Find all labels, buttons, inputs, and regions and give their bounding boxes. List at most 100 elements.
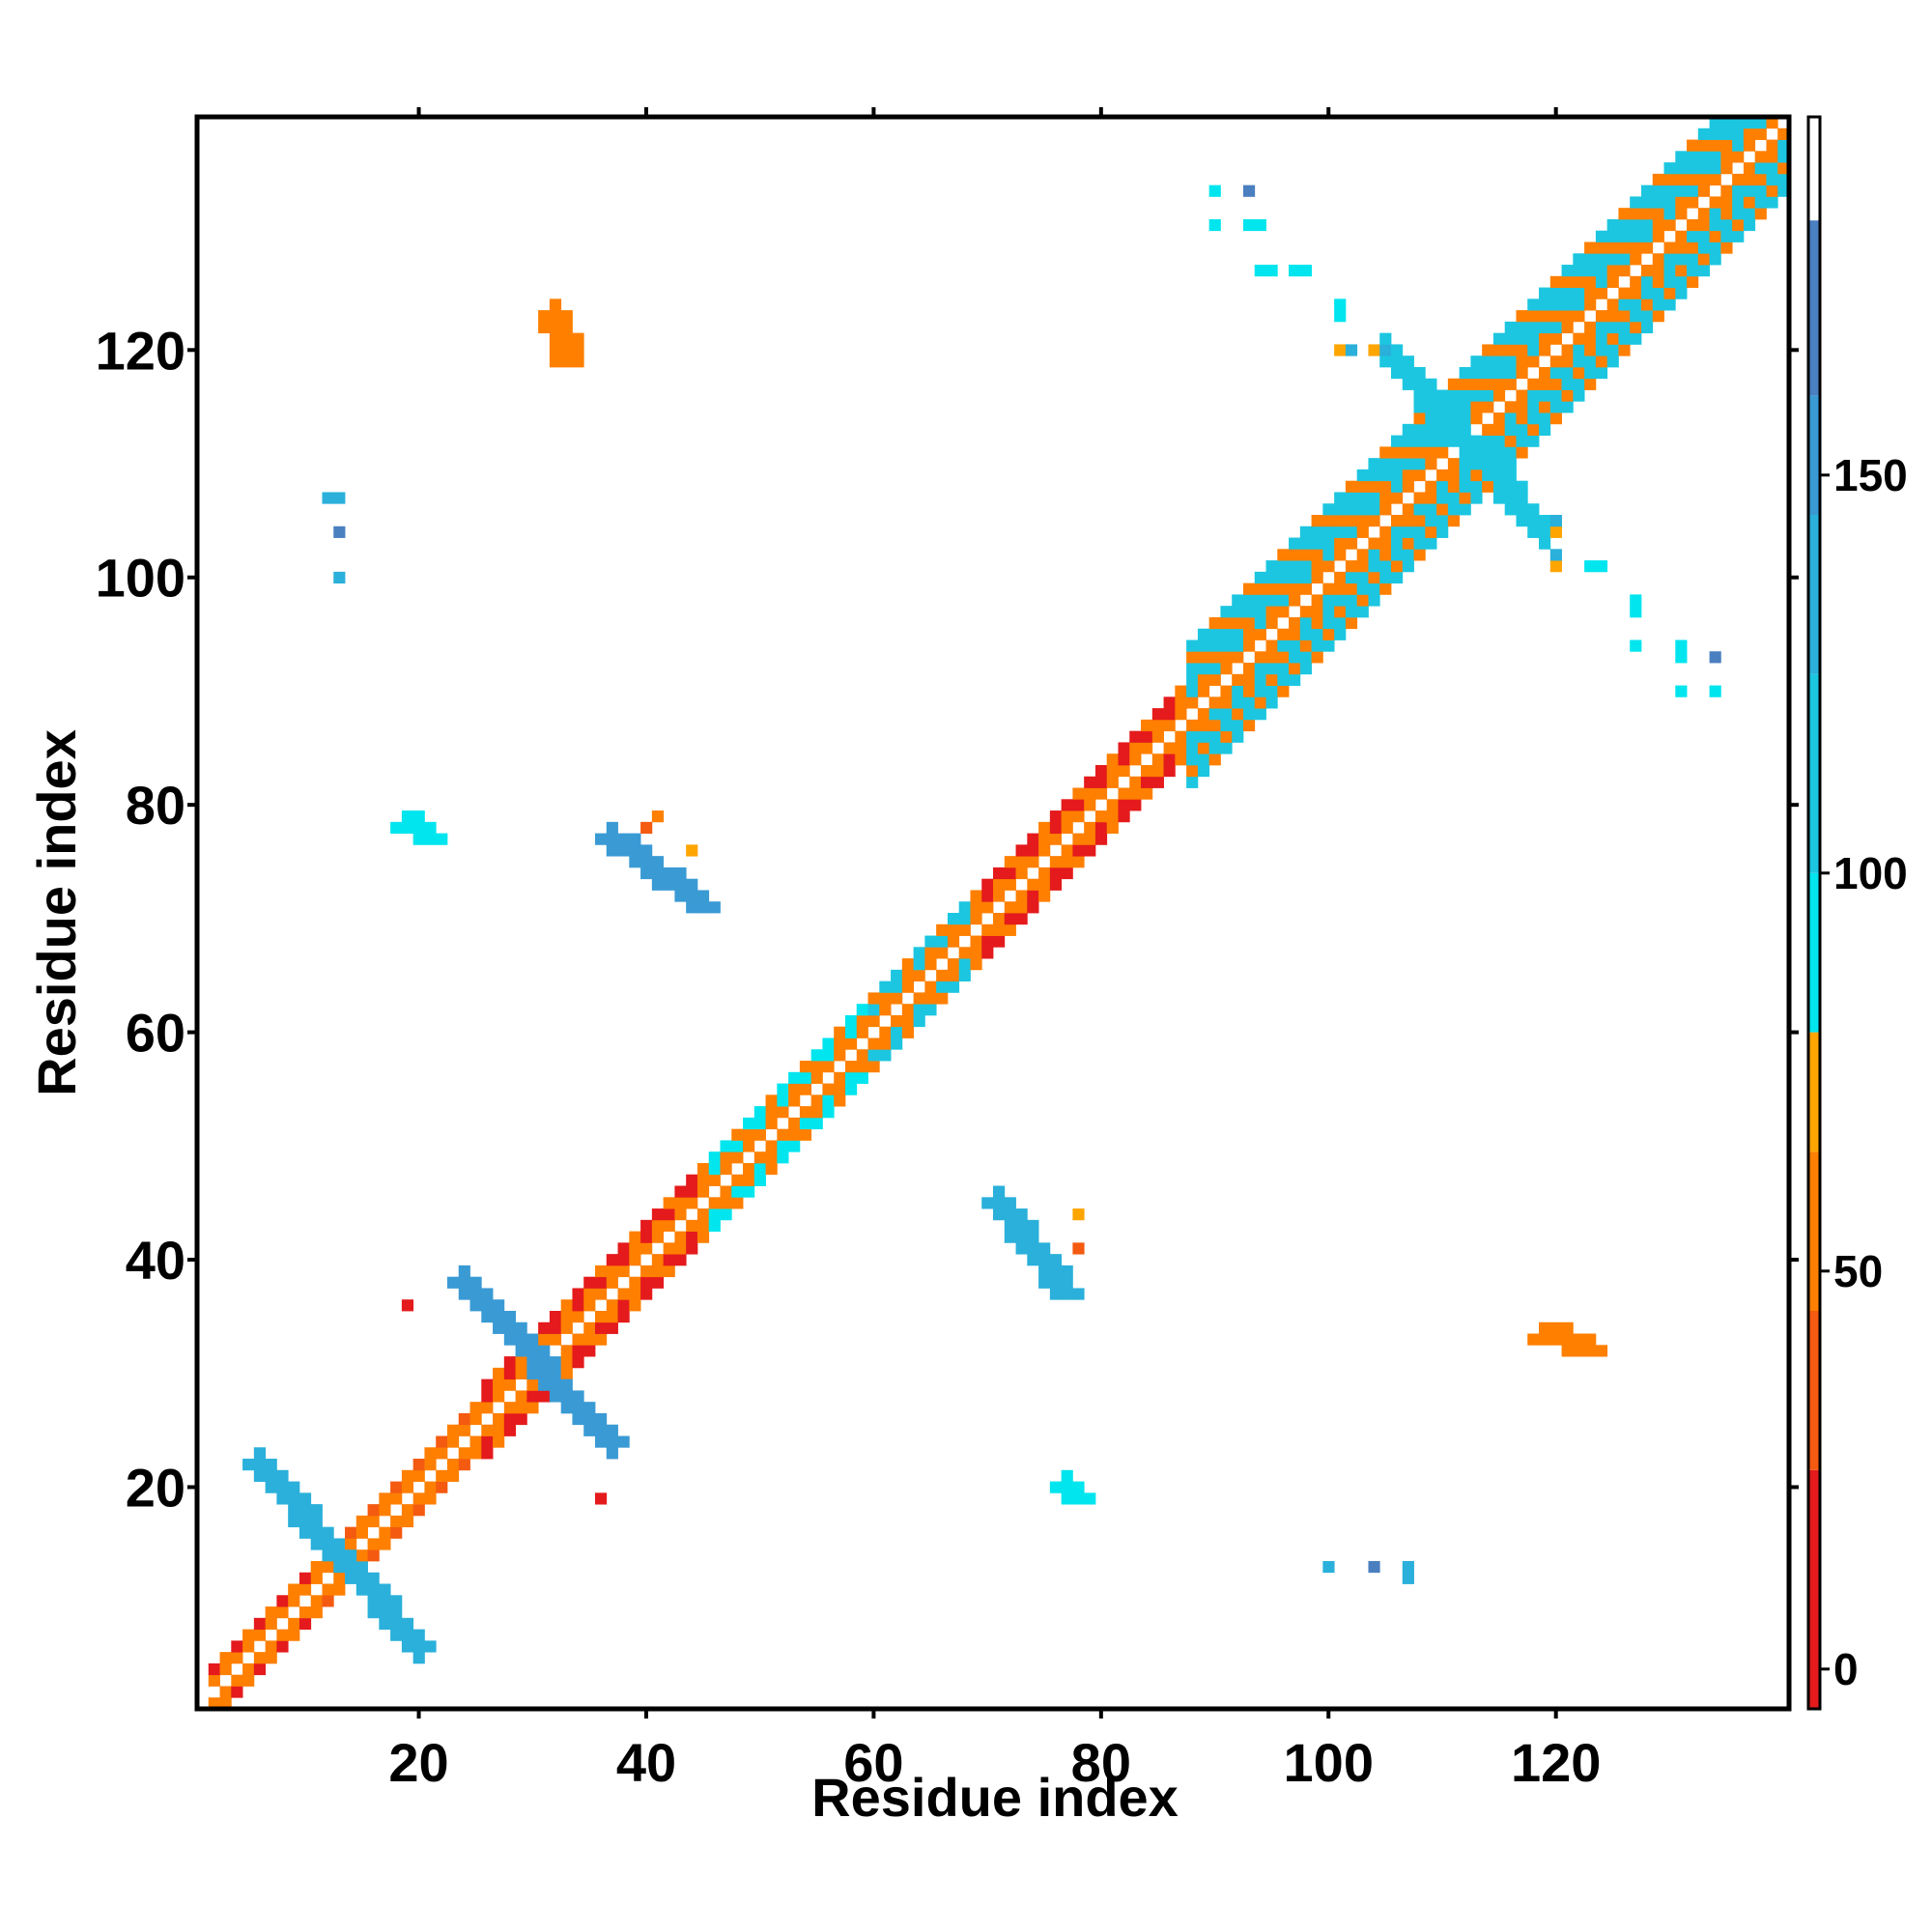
heatmap-cell [322, 1583, 334, 1596]
heatmap-cell [708, 1151, 721, 1164]
heatmap-cell [1334, 344, 1347, 356]
heatmap-cell [1561, 344, 1574, 356]
heatmap-cell [515, 1390, 527, 1403]
heatmap-cell [1197, 742, 1210, 754]
heatmap-cell [1049, 1288, 1063, 1300]
heatmap-cell [1208, 185, 1221, 197]
heatmap-cell [765, 1117, 778, 1130]
heatmap-cell [1163, 719, 1176, 732]
heatmap-cell [1663, 275, 1676, 288]
heatmap-cell [879, 1026, 892, 1038]
heatmap-cell [1322, 582, 1335, 595]
heatmap-cells [208, 117, 1790, 1710]
heatmap-cell [1754, 117, 1767, 129]
heatmap-cell [743, 1128, 755, 1141]
heatmap-cell [1630, 208, 1642, 220]
heatmap-cell [867, 1061, 880, 1073]
heatmap-cell [1027, 901, 1039, 914]
heatmap-cell [436, 1469, 448, 1482]
heatmap-cell [1038, 833, 1051, 845]
heatmap-cell [1754, 151, 1767, 163]
heatmap-cell [1004, 1197, 1016, 1209]
heatmap-cell [1561, 321, 1574, 334]
heatmap-cell [663, 1219, 675, 1232]
heatmap-cell [1482, 480, 1494, 493]
heatmap-cell [1265, 582, 1278, 595]
heatmap-cell [208, 1662, 220, 1676]
heatmap-cell [1584, 1345, 1597, 1357]
heatmap-cell [617, 844, 630, 857]
heatmap-cell [424, 1481, 437, 1493]
heatmap-cell [1197, 719, 1210, 732]
heatmap-cell [1732, 173, 1745, 186]
heatmap-cell [1561, 355, 1574, 368]
heatmap-cell [663, 1242, 675, 1255]
heatmap-cell [1549, 549, 1562, 561]
heatmap-cell [1630, 196, 1642, 209]
heatmap-cell [1413, 469, 1426, 482]
heatmap-cell [1516, 492, 1528, 504]
heatmap-cell [1630, 253, 1642, 266]
heatmap-cell [1447, 492, 1461, 504]
heatmap-cell [1232, 696, 1244, 709]
heatmap-cell [481, 1402, 494, 1414]
heatmap-cell [1595, 366, 1608, 380]
heatmap-cell [1482, 389, 1494, 402]
heatmap-cell [1061, 1492, 1073, 1505]
heatmap-cell [1527, 526, 1540, 538]
heatmap-cell [1208, 628, 1221, 640]
heatmap-cell [526, 1367, 539, 1380]
heatmap-cell [458, 1288, 470, 1300]
heatmap-cell [810, 1049, 823, 1062]
heatmap-cell [1709, 208, 1721, 220]
heatmap-cell [708, 1174, 721, 1186]
heatmap-cell [401, 1299, 414, 1312]
heatmap-cell [891, 980, 903, 993]
heatmap-cell [1504, 458, 1517, 470]
heatmap-cell [1504, 355, 1517, 368]
heatmap-cell [1334, 628, 1347, 640]
heatmap-cell [469, 1447, 482, 1460]
heatmap-cell [1015, 1231, 1028, 1243]
heatmap-cell [481, 1311, 494, 1323]
heatmap-cell [1197, 685, 1210, 697]
heatmap-cell [298, 1583, 312, 1596]
heatmap-cell [1413, 446, 1426, 459]
heatmap-cell [901, 1014, 914, 1028]
heatmap-cell [1663, 218, 1676, 232]
heatmap-cell [936, 923, 949, 936]
heatmap-cell [1459, 458, 1471, 470]
heatmap-cell [1061, 867, 1073, 880]
heatmap-cell [1516, 389, 1528, 402]
heatmap-cell [753, 1128, 766, 1141]
heatmap-cell [1061, 1276, 1073, 1289]
heatmap-cell [1129, 742, 1142, 754]
heatmap-cell [1391, 480, 1404, 493]
heatmap-cell [1697, 242, 1710, 254]
heatmap-cell [1277, 685, 1290, 697]
heatmap-cell [1413, 389, 1426, 402]
heatmap-cell [1061, 810, 1073, 823]
heatmap-cell [1539, 366, 1551, 380]
colorbar-tick-label: 150 [1833, 450, 1908, 500]
y-tick-label: 120 [96, 320, 185, 381]
heatmap-cell [298, 1515, 312, 1528]
heatmap-cell [867, 1014, 880, 1028]
heatmap-cell [1687, 185, 1699, 197]
heatmap-cell [640, 1276, 653, 1289]
heatmap-cell [367, 1583, 380, 1596]
heatmap-cell [1595, 230, 1608, 242]
heatmap-cell [1777, 139, 1790, 152]
heatmap-cell [1436, 503, 1449, 516]
heatmap-cell [765, 1094, 778, 1107]
heatmap-cell [1652, 275, 1664, 288]
heatmap-cell [1402, 378, 1414, 390]
heatmap-cell [1186, 764, 1199, 778]
heatmap-cell [1232, 708, 1244, 721]
heatmap-cell [1311, 606, 1323, 618]
heatmap-cell [1163, 764, 1176, 778]
heatmap-cell [822, 1106, 835, 1119]
heatmap-cell [936, 969, 949, 982]
heatmap-cell [696, 890, 710, 902]
heatmap-cell [1061, 844, 1073, 857]
